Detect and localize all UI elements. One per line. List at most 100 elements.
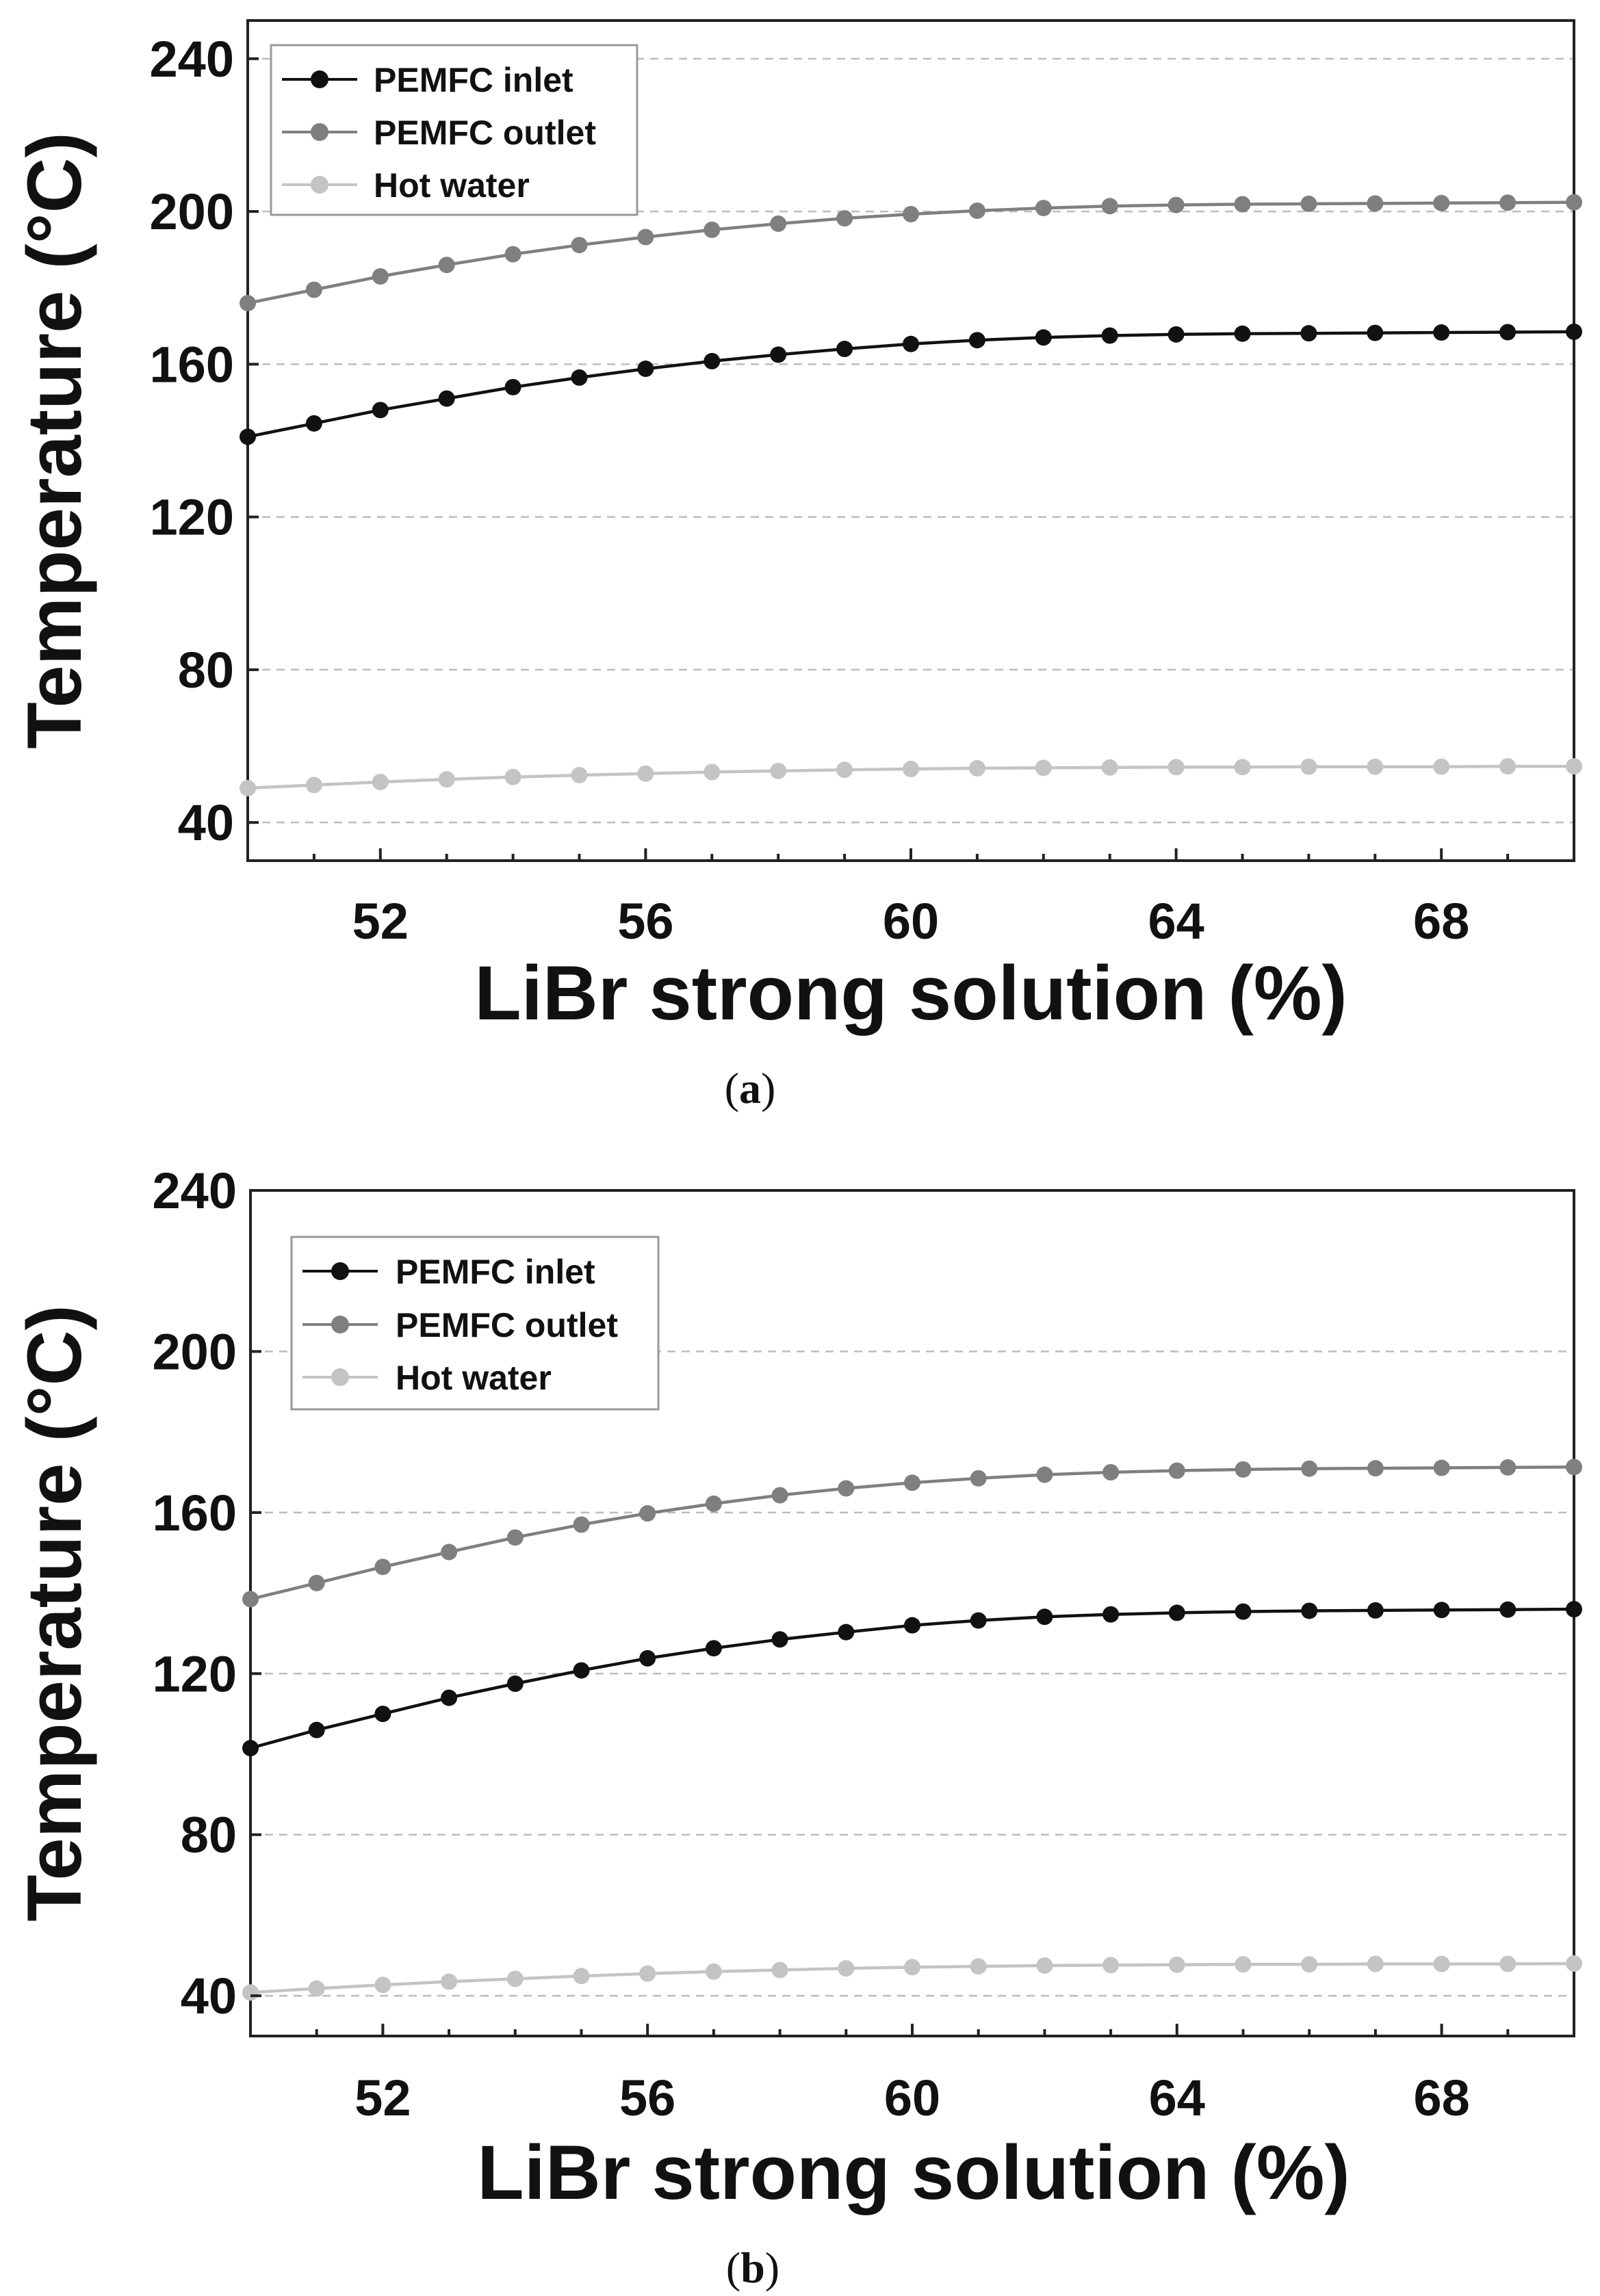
data-point-pemfc-outlet [1235,1461,1252,1478]
data-point-hot-water [970,1958,987,1975]
data-point-pemfc-inlet [438,390,455,407]
data-point-hot-water [1499,1955,1517,1972]
legend-marker [331,1368,349,1386]
data-point-hot-water [305,777,322,794]
data-point-pemfc-inlet [904,1617,920,1634]
data-point-hot-water [903,761,919,778]
y-axis-title: Temperature (°C) [12,132,97,749]
x-tick-label: 60 [883,893,939,950]
data-point-pemfc-inlet [441,1689,458,1706]
data-point-pemfc-outlet [1300,195,1317,212]
data-point-hot-water [1234,759,1251,776]
data-point-pemfc-inlet [571,369,588,386]
data-point-pemfc-outlet [1036,1466,1053,1483]
legend-marker [331,1316,349,1333]
data-point-pemfc-inlet [242,1740,259,1757]
legend-entry-pemfc-inlet: PEMFC inlet [302,1253,595,1291]
data-point-hot-water [1101,759,1118,776]
data-point-pemfc-inlet [903,335,919,352]
data-point-pemfc-inlet [1433,324,1450,341]
data-point-hot-water [836,761,853,779]
data-point-pemfc-outlet [1367,1460,1384,1477]
data-point-pemfc-inlet [836,341,853,358]
data-point-pemfc-inlet [771,1631,788,1648]
data-point-pemfc-inlet [504,378,521,395]
data-point-hot-water [1367,1955,1384,1972]
x-tick-label: 56 [619,2070,675,2126]
data-point-pemfc-outlet [903,205,919,222]
chart-panel-b: 40 80 120 160 200 240 52 56 60 64 68 LiBr strong s… [12,1162,1582,2215]
data-point-hot-water [308,1980,325,1997]
data-point-hot-water [1301,1956,1318,1973]
data-point-pemfc-outlet [639,1505,656,1522]
data-point-pemfc-outlet [1301,1460,1318,1477]
data-point-pemfc-inlet [637,361,654,378]
data-point-pemfc-outlet [704,221,721,238]
legend-label: Hot water [374,166,530,205]
y-tick-label: 240 [153,1162,237,1219]
data-point-pemfc-outlet [438,257,455,274]
data-point-hot-water [1036,1957,1053,1974]
data-point-pemfc-inlet [704,352,721,369]
data-point-pemfc-outlet [1367,195,1384,212]
data-point-pemfc-outlet [968,202,985,219]
data-point-pemfc-outlet [904,1474,920,1491]
y-tick-label: 120 [150,489,234,546]
data-point-hot-water [1433,1955,1450,1972]
data-point-pemfc-inlet [372,402,389,419]
x-tick-label: 64 [1148,893,1204,950]
legend-marker [311,123,328,141]
data-point-pemfc-outlet [1167,196,1185,213]
y-tick-label: 80 [181,1807,237,1864]
data-point-pemfc-inlet [1566,323,1582,340]
data-point-pemfc-outlet [637,229,654,246]
y-tick-label: 160 [150,336,234,393]
data-point-hot-water [1566,1955,1582,1972]
data-point-hot-water [441,1973,458,1990]
data-point-hot-water [374,1977,391,1994]
data-point-hot-water [1167,759,1185,776]
data-point-pemfc-inlet [639,1649,656,1667]
data-point-pemfc-inlet [1566,1601,1582,1618]
legend-box [270,44,638,216]
data-point-pemfc-outlet [240,295,256,312]
data-point-hot-water [1168,1956,1185,1973]
data-point-hot-water [573,1968,590,1985]
x-tick-label: 56 [617,893,673,950]
data-point-pemfc-inlet [1367,324,1384,341]
legend-entry-hot-water: Hot water [302,1359,552,1397]
data-point-pemfc-outlet [1168,1462,1185,1479]
legend-marker [311,176,328,194]
data-point-pemfc-outlet [1433,1459,1450,1476]
y-tick-label: 40 [181,1968,237,2024]
legend-entry-pemfc-outlet: PEMFC outlet [282,114,596,152]
x-tick-label: 68 [1413,2070,1469,2126]
data-point-pemfc-inlet [1499,324,1517,341]
x-tick-label: 60 [884,2070,940,2126]
data-point-pemfc-inlet [1234,325,1251,342]
legend-label: Hot water [396,1359,552,1397]
chart-panel-a: 40 80 120 160 200 240 52 56 60 64 68 LiBr strong s… [12,19,1582,1036]
legend-label: PEMFC inlet [396,1253,595,1291]
data-point-pemfc-outlet [305,281,322,298]
data-point-pemfc-outlet [573,1516,590,1533]
data-point-pemfc-outlet [571,237,588,254]
data-point-pemfc-outlet [1433,194,1450,211]
data-point-pemfc-outlet [838,1480,855,1497]
data-point-hot-water [242,1984,259,2001]
caption-b: (b) [726,2243,779,2292]
legend-entry-hot-water: Hot water [282,166,530,205]
data-point-pemfc-inlet [1035,329,1052,346]
data-point-pemfc-inlet [374,1706,391,1723]
x-tick-label: 52 [352,893,409,950]
data-point-hot-water [372,774,389,791]
data-point-hot-water [704,764,721,781]
legend: PEMFC inlet PEMFC outlet Hot water [270,44,638,216]
y-tick-label: 200 [153,1323,237,1380]
x-tick-label: 68 [1413,893,1469,950]
y-tick-label: 240 [150,31,234,88]
data-point-pemfc-inlet [305,415,322,432]
data-point-pemfc-outlet [1566,1459,1582,1476]
data-point-pemfc-outlet [504,246,521,263]
